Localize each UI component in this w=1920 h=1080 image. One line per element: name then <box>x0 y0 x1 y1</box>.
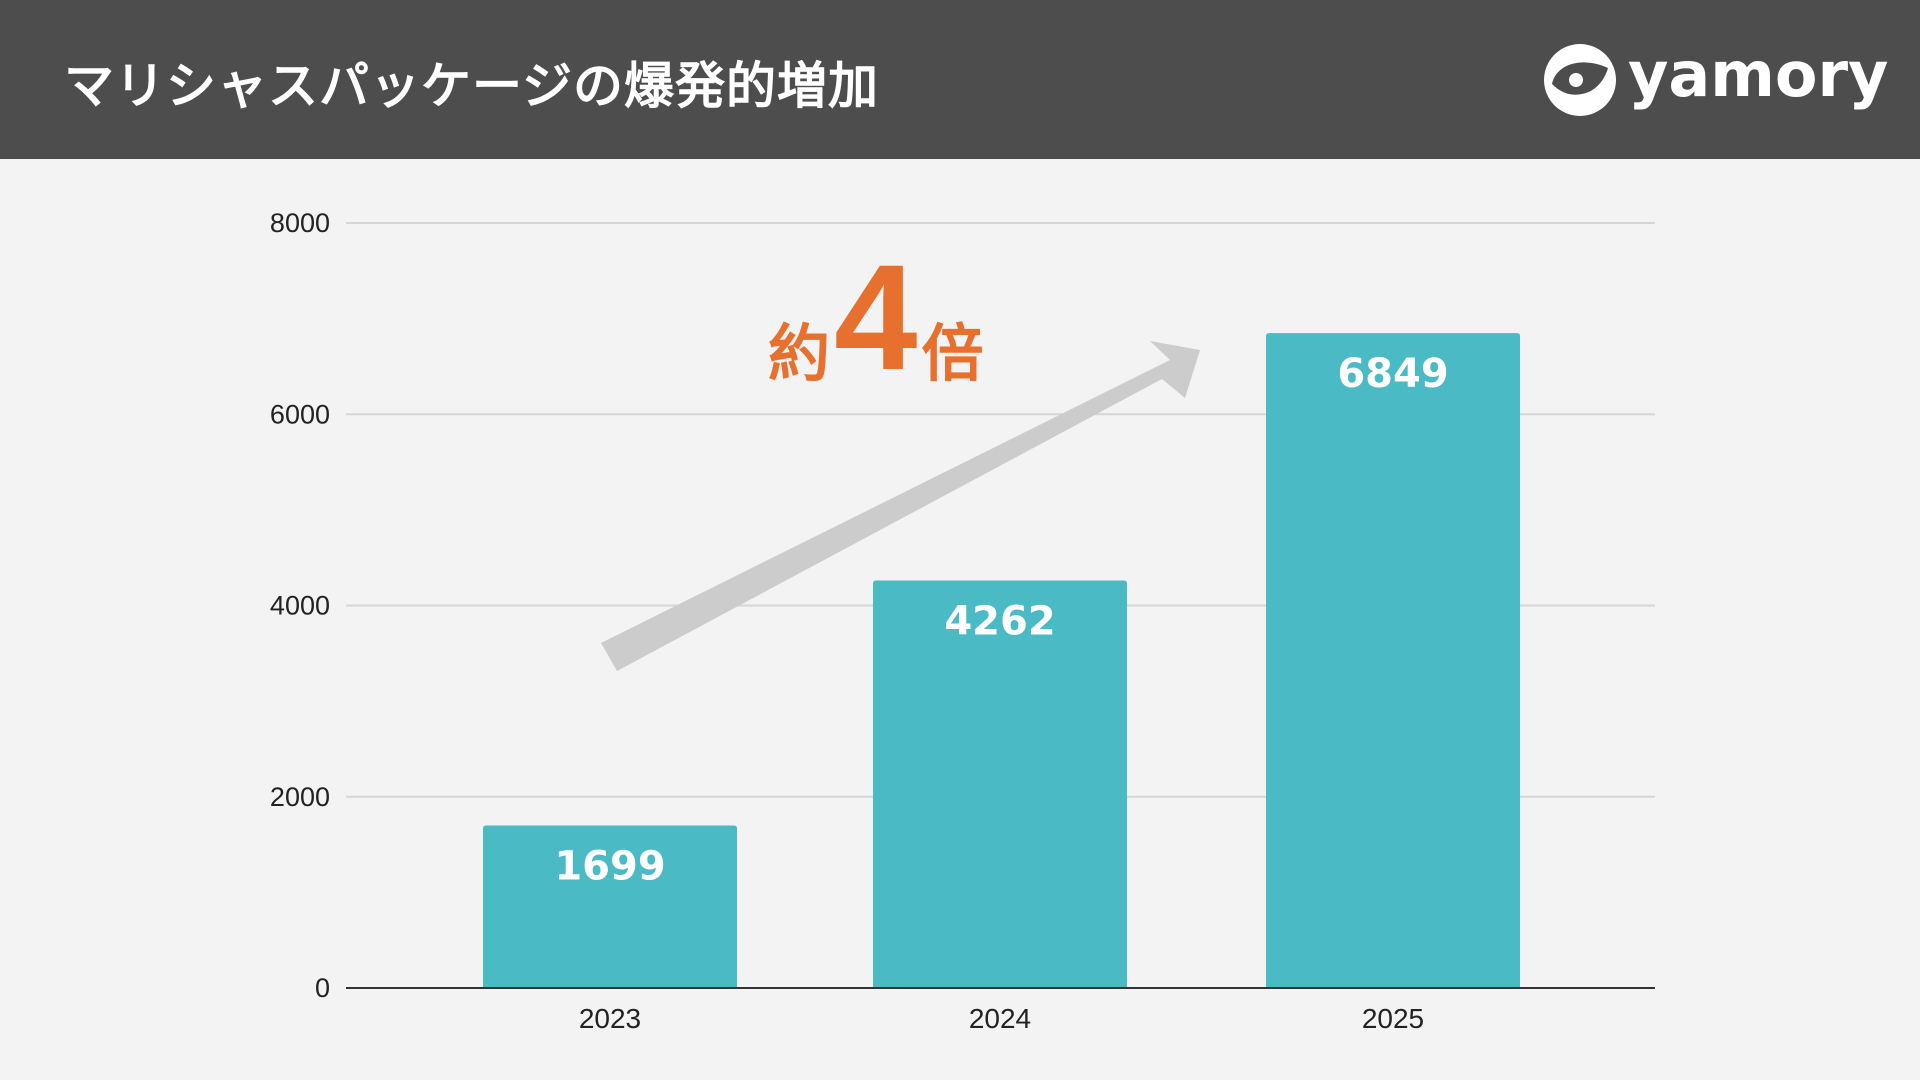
growth-annotation: 約 4 倍 <box>768 233 984 401</box>
y-tick-label: 6000 <box>270 399 330 429</box>
logo-text: yamory <box>1628 37 1889 111</box>
data-label: 4262 <box>944 598 1055 644</box>
x-tick-label: 2024 <box>969 1003 1031 1034</box>
y-tick-label: 4000 <box>270 591 330 621</box>
header-bar: マリシャスパッケージの爆発的増加 yamory <box>0 0 1920 159</box>
data-label: 1699 <box>554 844 665 890</box>
yamory-eye-icon <box>1544 44 1616 116</box>
annotation-suffix: 倍 <box>921 317 984 390</box>
page-title: マリシャスパッケージの爆発的増加 <box>64 57 879 115</box>
data-label: 6849 <box>1337 351 1448 397</box>
y-tick-label: 0 <box>315 973 330 1003</box>
x-tick-label: 2025 <box>1362 1003 1424 1034</box>
annotation-prefix: 約 <box>768 317 831 390</box>
yamory-logo: yamory <box>1542 37 1889 120</box>
bar-2025 <box>1266 333 1520 989</box>
y-tick-label: 8000 <box>270 208 330 238</box>
annotation-number: 4 <box>834 233 918 401</box>
bar-2024 <box>873 580 1127 988</box>
trend-arrow-icon <box>601 341 1200 671</box>
x-tick-label: 2023 <box>579 1003 641 1034</box>
y-tick-label: 2000 <box>270 782 330 812</box>
bar-2023 <box>483 825 737 988</box>
